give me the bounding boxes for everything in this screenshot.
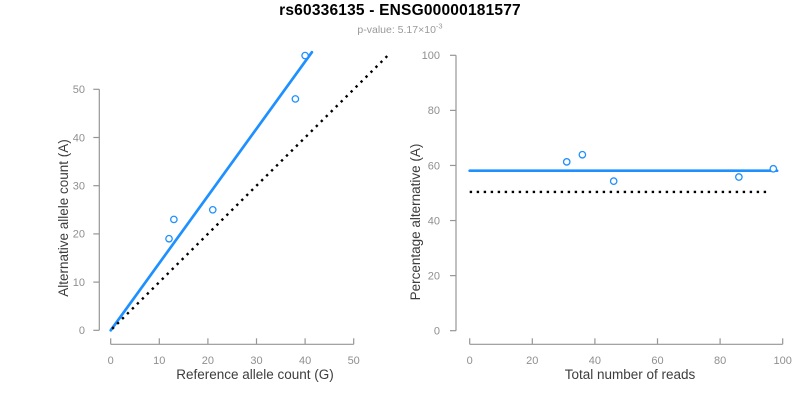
x-axis-title: Reference allele count (G) — [176, 367, 334, 382]
data-point — [291, 95, 300, 103]
plot-subtitle: p-value: 5.17×10-3 — [0, 21, 800, 36]
y-tick-label: 10 — [73, 277, 85, 289]
data-point — [562, 158, 571, 166]
x-tick-label: 40 — [299, 355, 311, 367]
x-tick-label: 20 — [526, 355, 538, 367]
y-tick-label: 20 — [73, 229, 85, 241]
x-axis: 0 10 20 30 40 50 — [108, 338, 360, 367]
x-axis-title: Total number of reads — [565, 367, 696, 382]
data-point — [165, 234, 173, 243]
x-tick-label: 50 — [348, 355, 360, 367]
x-tick-label: 60 — [651, 355, 663, 367]
x-tick-label: 0 — [108, 355, 114, 367]
y-axis-title: Percentage alternative (A) — [408, 144, 423, 301]
x-axis: 0 20 40 60 80 100 — [467, 338, 792, 367]
subtitle-text: p-value: 5.17×10 — [357, 24, 436, 36]
data-point — [208, 205, 217, 214]
y-tick-label: 0 — [79, 325, 85, 337]
y-tick-label: 40 — [428, 215, 440, 227]
y-tick-label: 50 — [73, 84, 85, 96]
y-tick-label: 20 — [428, 270, 440, 282]
y-tick-label: 100 — [422, 50, 440, 62]
data-point — [609, 177, 618, 186]
x-tick-label: 20 — [202, 355, 214, 367]
x-tick-label: 40 — [589, 355, 601, 367]
x-tick-label: 30 — [250, 355, 262, 367]
subtitle-exponent: -3 — [435, 21, 443, 31]
y-axis: 0 10 20 30 40 50 — [73, 84, 100, 337]
y-axis: 0 20 40 60 80 100 — [422, 50, 457, 338]
x-tick-label: 10 — [153, 355, 165, 367]
y-tick-label: 0 — [434, 326, 440, 338]
data-point — [301, 51, 309, 60]
fit-line — [109, 50, 314, 332]
data-point — [769, 164, 778, 173]
y-tick-label: 30 — [73, 181, 85, 193]
x-tick-label: 80 — [714, 355, 726, 367]
plot-title: rs60336135 - ENSG00000181577 — [279, 2, 521, 19]
x-tick-label: 100 — [774, 355, 792, 367]
identity-line — [111, 54, 389, 330]
y-tick-label: 60 — [428, 160, 440, 172]
data-point — [735, 173, 743, 181]
y-tick-label: 80 — [428, 105, 440, 117]
right-scatter-panel: 0 20 40 60 80 100 0 20 40 60 80 100 Total number of … — [408, 50, 792, 382]
data-point — [170, 215, 178, 224]
y-axis-title: Alternative allele count (A) — [56, 139, 71, 297]
y-tick-label: 40 — [73, 132, 85, 144]
left-scatter-panel: 0 10 20 30 40 50 0 10 20 30 40 50 Reference allele c… — [56, 50, 389, 382]
data-point — [578, 150, 587, 159]
x-tick-label: 0 — [467, 355, 473, 367]
